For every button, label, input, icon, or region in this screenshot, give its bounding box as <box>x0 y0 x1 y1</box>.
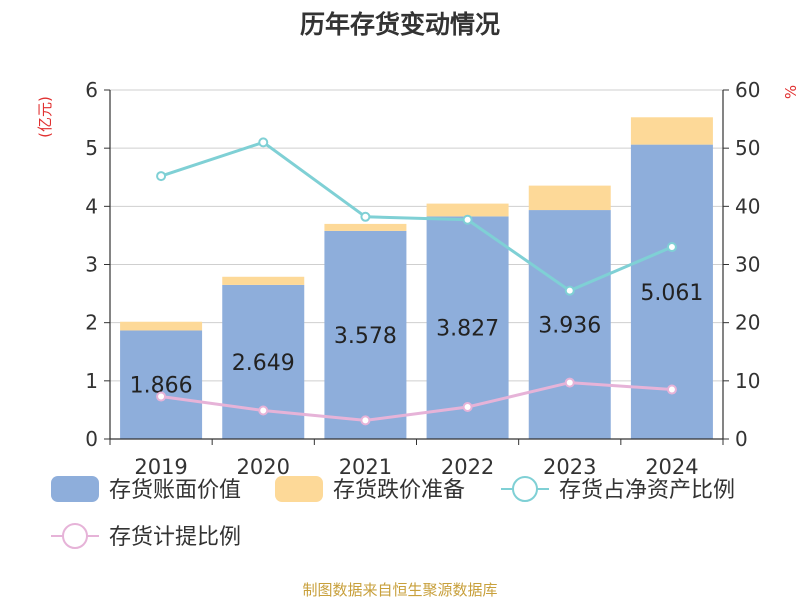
legend-provision-ratio-swatch-marker <box>62 523 88 549</box>
legend-book-value-swatch <box>51 476 99 502</box>
series-point <box>666 242 677 253</box>
right-tick-label: 0 <box>735 427 748 451</box>
left-tick-label: 5 <box>85 136 98 160</box>
right-tick-label: 10 <box>735 369 760 393</box>
series-point <box>462 402 473 413</box>
axes-layer: 0 0 1 10 2 20 3 30 4 40 5 50 6 60 2019 2020 2021 2022 2023… <box>85 78 760 479</box>
x-tick-label: 2023 <box>543 455 596 479</box>
series-point <box>258 405 269 416</box>
series-point <box>564 285 575 296</box>
left-axis-unit: (亿元) <box>36 96 54 138</box>
legend-impairment-swatch <box>275 476 323 502</box>
left-tick-label: 2 <box>85 311 98 335</box>
left-tick-label: 1 <box>85 369 98 393</box>
right-tick-label: 40 <box>735 194 760 218</box>
legend-net-asset-ratio-swatch-marker <box>512 476 538 502</box>
x-tick-label: 2019 <box>134 455 187 479</box>
series-point <box>462 214 473 225</box>
series-point <box>156 391 167 402</box>
x-tick-label: 2022 <box>441 455 494 479</box>
series-point <box>666 384 677 395</box>
x-tick-label: 2024 <box>645 455 698 479</box>
bar-impairment <box>324 223 407 231</box>
bar-impairment <box>630 117 713 145</box>
left-tick-label: 0 <box>85 427 98 451</box>
bar-book-value <box>324 230 407 439</box>
legend-book-value-label: 存货账面价值 <box>109 478 241 503</box>
legend-impairment-label: 存货跌价准备 <box>333 478 465 503</box>
legend-net-asset-ratio-label: 存货占净资产比例 <box>559 478 735 503</box>
right-axis-unit: % <box>782 85 800 99</box>
series-point <box>156 171 167 182</box>
bar-value-label: 3.936 <box>538 314 601 339</box>
x-tick-label: 2020 <box>237 455 290 479</box>
series-line <box>160 381 673 422</box>
series-point <box>564 377 575 388</box>
bar-impairment <box>120 321 203 331</box>
bar-impairment <box>222 276 305 285</box>
bar-book-value <box>120 330 203 439</box>
grid-lines <box>110 89 723 382</box>
right-tick-label: 20 <box>735 311 760 335</box>
source-footer: 制图数据来自恒生聚源数据库 <box>302 581 497 599</box>
right-tick-label: 60 <box>735 78 760 102</box>
left-tick-label: 3 <box>85 253 98 277</box>
bar-value-label: 3.827 <box>436 317 499 342</box>
bar-impairment <box>528 185 611 211</box>
series-point <box>360 211 371 222</box>
right-tick-label: 50 <box>735 136 760 160</box>
bar-impairment <box>426 203 509 217</box>
series-point <box>258 137 269 148</box>
lines-layer <box>156 137 677 426</box>
series-line <box>160 140 673 293</box>
x-tick-label: 2021 <box>339 455 392 479</box>
bars-layer <box>120 117 713 439</box>
left-tick-label: 6 <box>85 78 98 102</box>
bar-value-label: 2.649 <box>232 351 295 376</box>
legend-provision-ratio-label: 存货计提比例 <box>109 525 241 550</box>
right-tick-label: 30 <box>735 253 760 277</box>
bar-book-value <box>528 210 611 439</box>
left-tick-label: 4 <box>85 194 98 218</box>
series-point <box>360 415 371 426</box>
bar-value-label: 3.578 <box>334 324 397 349</box>
bar-value-label: 5.061 <box>640 281 703 306</box>
chart-title: 历年存货变动情况 <box>300 10 500 39</box>
